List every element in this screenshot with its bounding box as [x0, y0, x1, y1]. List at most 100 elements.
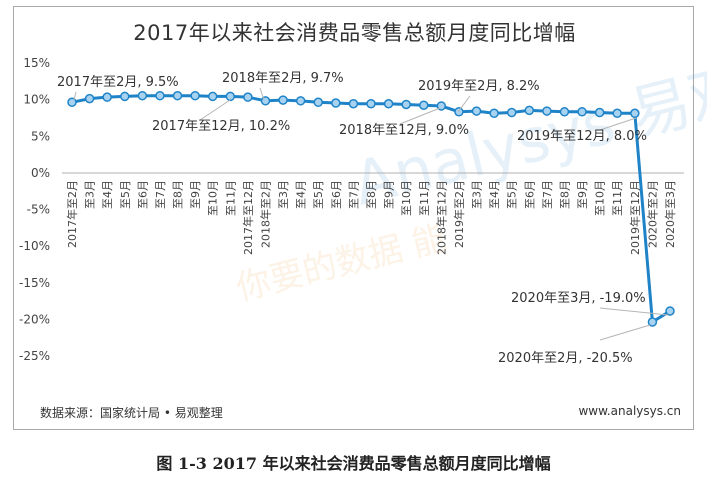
- chart-frame: 2017年以来社会消费品零售总额月度同比增幅 数据来源：国家统计局 • 易观整理…: [13, 6, 694, 430]
- x-tick-label: 至10月: [207, 180, 220, 216]
- data-point: [190, 90, 200, 101]
- data-point: [419, 100, 429, 110]
- x-tick-label: 至4月: [101, 180, 114, 209]
- x-tick-label: 至9月: [189, 180, 202, 209]
- annotation-leader: [199, 99, 231, 121]
- data-point: [155, 90, 165, 101]
- x-tick-label: 2019年至2月: [452, 180, 466, 248]
- x-tick-label: 至3月: [277, 180, 290, 209]
- x-tick-label: 至8月: [365, 180, 378, 209]
- x-tick-label: 至10月: [594, 180, 607, 216]
- data-point: [278, 95, 288, 105]
- source-note: 数据来源：国家统计局 • 易观整理: [40, 406, 223, 420]
- annotation-leader: [599, 307, 669, 316]
- data-point: [577, 107, 587, 117]
- y-tick-label: 0%: [31, 166, 50, 180]
- y-tick-label: -10%: [19, 239, 50, 253]
- data-point: [506, 107, 517, 118]
- data-point: [454, 107, 464, 117]
- y-tick-label: 5%: [31, 129, 50, 143]
- data-point: [137, 90, 148, 101]
- x-tick-label: 至6月: [136, 180, 149, 209]
- x-tick-label: 至6月: [523, 180, 536, 209]
- x-tick-label: 2019年至12月: [628, 180, 642, 255]
- data-point: [401, 99, 411, 110]
- x-tick-label: 2020年至2月: [645, 180, 659, 248]
- annotation-leader: [599, 117, 637, 131]
- data-point: [524, 105, 535, 116]
- data-point: [120, 91, 130, 102]
- data-point: [383, 99, 394, 109]
- x-tick-label: 至6月: [330, 180, 343, 209]
- data-point: [594, 107, 605, 118]
- data-point: [665, 306, 675, 316]
- data-point: [559, 107, 570, 117]
- data-label: 2020年至2月, -20.5%: [498, 351, 633, 366]
- x-tick-label: 至4月: [488, 180, 501, 209]
- series-line: [67, 90, 675, 327]
- annotations: 2017年至2月, 9.5% 2017年至12月, 10.2% 2018年至2月, …: [57, 71, 669, 366]
- x-tick-label: 至8月: [172, 180, 185, 209]
- figure-caption: 图 1-3 2017 年以来社会消费品零售总额月度同比增幅: [156, 454, 551, 473]
- x-tick-label: 至11月: [418, 180, 431, 216]
- data-point: [295, 96, 306, 106]
- y-tick-label: -25%: [19, 349, 50, 363]
- annotation-leader: [457, 95, 471, 113]
- chart-title: 2017年以来社会消费品零售总额月度同比增幅: [133, 21, 576, 45]
- data-label: 2019年至12月, 8.0%: [517, 129, 647, 144]
- data-point: [542, 106, 552, 116]
- x-tick-label: 至5月: [506, 180, 519, 209]
- data-point: [647, 317, 658, 327]
- data-point: [366, 99, 376, 109]
- x-tick-label: 2017年至12月: [241, 180, 255, 255]
- x-tick-label: 至7月: [541, 180, 554, 209]
- annotation-leader: [399, 107, 441, 125]
- data-point: [225, 91, 236, 102]
- x-tick-label: 2018年至2月: [258, 180, 272, 248]
- data-label: 2020年至3月, -19.0%: [511, 291, 646, 306]
- data-label: 2017年至2月, 9.5%: [57, 75, 179, 90]
- x-tick-label: 至11月: [611, 180, 624, 216]
- annotation-leader: [259, 87, 265, 101]
- data-point: [313, 97, 323, 108]
- data-point: [348, 99, 359, 109]
- data-point: [612, 108, 622, 119]
- y-tick-label: -5%: [27, 203, 50, 217]
- data-label: 2017年至12月, 10.2%: [152, 119, 290, 134]
- annotation-leader: [73, 91, 77, 101]
- data-point: [243, 92, 253, 102]
- y-tick-label: -20%: [19, 312, 50, 326]
- x-tick-label: 至5月: [312, 180, 325, 209]
- data-point: [630, 108, 640, 119]
- x-tick-label: 至3月: [471, 180, 484, 209]
- data-point: [260, 96, 271, 106]
- x-tick-label: 至7月: [154, 180, 167, 209]
- y-tick-label: -15%: [19, 276, 50, 290]
- x-tick-label: 至5月: [119, 180, 132, 209]
- data-point: [84, 93, 95, 104]
- data-point: [172, 90, 183, 101]
- y-tick-label: 15%: [23, 56, 50, 70]
- x-tick-label: 至8月: [558, 180, 571, 209]
- x-tick-label: 至9月: [383, 180, 396, 209]
- x-axis: 2017年至2月 至3月 至4月 至5月 至6月 至7月 至8月 至9月 至10月 至11月 201…: [62, 172, 684, 255]
- x-tick-label: 2018年至12月: [434, 180, 448, 255]
- y-tick-label: 10%: [23, 93, 50, 107]
- x-tick-label: 至9月: [576, 180, 589, 209]
- data-label: 2019年至2月, 8.2%: [418, 79, 540, 94]
- x-tick-label: 至11月: [224, 180, 237, 216]
- data-point: [471, 106, 482, 116]
- annotation-leader: [599, 324, 651, 341]
- data-point: [102, 92, 112, 102]
- x-tick-label: 至3月: [84, 180, 97, 209]
- data-point: [67, 97, 77, 108]
- x-tick-label: 2017年至2月: [65, 180, 79, 248]
- site-url: www.analysys.cn: [578, 404, 681, 418]
- x-tick-label: 2020年至3月: [663, 180, 677, 248]
- data-point: [207, 91, 218, 102]
- x-tick-label: 至7月: [347, 180, 360, 209]
- data-point: [489, 108, 499, 119]
- data-label: 2018年至2月, 9.7%: [222, 71, 344, 86]
- y-axis: 15% 10% 5% 0% -5% -10% -15% -20% -25%: [19, 56, 50, 363]
